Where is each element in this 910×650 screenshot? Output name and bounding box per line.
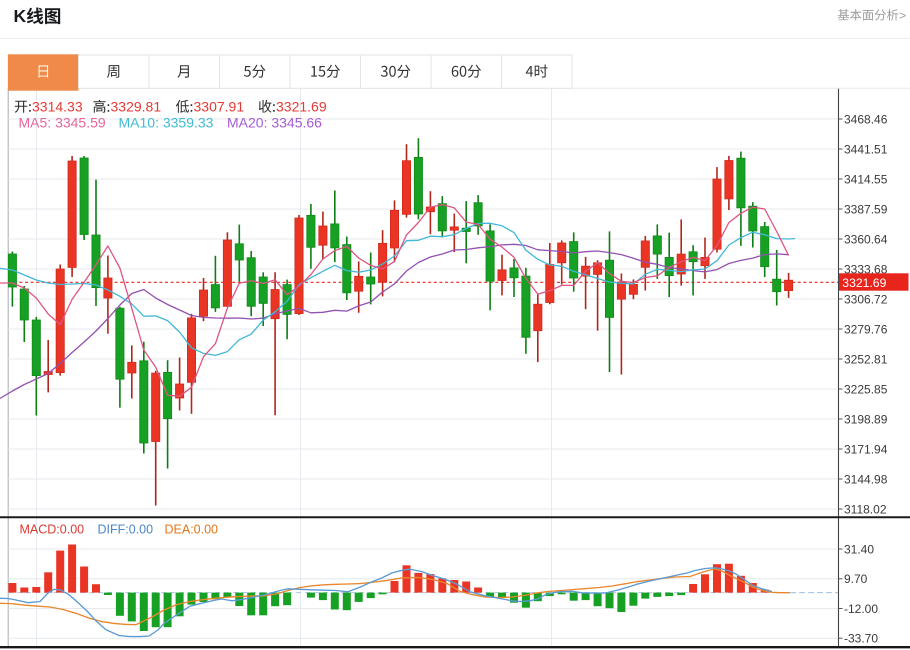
svg-text:MACD:0.00: MACD:0.00 [20,523,85,537]
svg-text:K: K [14,6,27,26]
svg-text:3171.94: 3171.94 [844,442,888,456]
svg-text:MA20: 3345.66: MA20: 3345.66 [227,115,322,131]
svg-text:3314.33: 3314.33 [32,99,83,115]
svg-text:3307.91: 3307.91 [194,99,245,115]
svg-text:MA10: 3359.33: MA10: 3359.33 [119,115,214,131]
svg-text:3144.98: 3144.98 [844,472,888,486]
svg-text:3321.69: 3321.69 [842,276,886,290]
svg-text:3321.69: 3321.69 [276,99,327,115]
svg-text:3329.81: 3329.81 [111,99,162,115]
svg-text:31.40: 31.40 [844,542,874,556]
svg-text:>: > [899,9,906,23]
svg-text:3306.72: 3306.72 [844,292,888,306]
svg-text:3441.51: 3441.51 [844,142,888,156]
svg-text:3333.68: 3333.68 [844,262,888,276]
svg-text:3279.76: 3279.76 [844,322,888,336]
svg-text:3198.89: 3198.89 [844,412,888,426]
svg-text:9.70: 9.70 [844,572,868,586]
svg-text:DEA:0.00: DEA:0.00 [165,523,219,537]
svg-text:3387.59: 3387.59 [844,202,888,216]
svg-text:3414.55: 3414.55 [844,172,888,186]
svg-text:-12.00: -12.00 [844,602,878,616]
svg-text:3118.02: 3118.02 [844,502,887,516]
svg-text:-33.70: -33.70 [844,632,878,646]
svg-text:3252.81: 3252.81 [844,352,888,366]
svg-text:MA5: 3345.59: MA5: 3345.59 [19,115,106,131]
svg-text:3225.85: 3225.85 [844,382,888,396]
svg-text:3360.64: 3360.64 [844,232,888,246]
svg-text:3468.46: 3468.46 [844,112,888,126]
svg-text:DIFF:0.00: DIFF:0.00 [98,523,154,537]
